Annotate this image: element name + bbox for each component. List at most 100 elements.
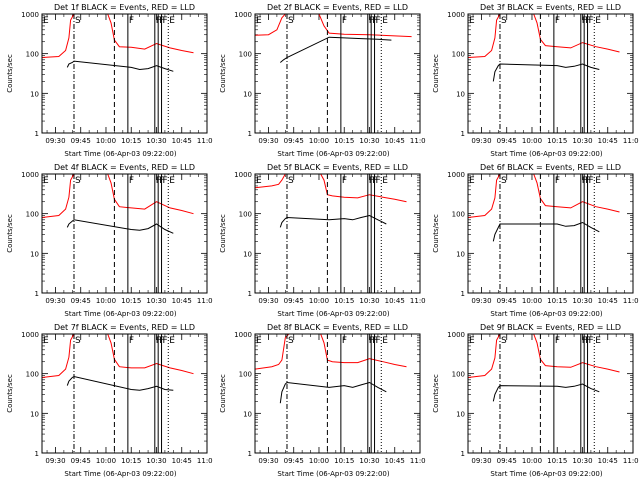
detector-panel: Det 6f BLACK = Events, RED = LLD Counts/s…	[426, 160, 640, 320]
detector-panel: Det 9f BLACK = Events, RED = LLD Counts/s…	[426, 320, 640, 480]
x-tick-label: 09:45	[71, 137, 91, 145]
time-marker-label: F	[342, 336, 347, 346]
y-tick-label: 1000	[234, 171, 252, 179]
time-marker-label: E	[256, 16, 262, 26]
x-tick-label: 10:15	[121, 297, 141, 305]
x-tick-label: 11:00	[410, 457, 426, 465]
time-marker-label: E	[43, 336, 49, 346]
y-tick-label: 10	[30, 250, 39, 258]
x-tick-label: 10:30	[572, 297, 592, 305]
chart-svg: Det 6f BLACK = Events, RED = LLD Counts/s…	[432, 163, 640, 318]
y-axis-label: Counts/sec	[219, 54, 227, 93]
x-tick-label: 10:30	[146, 137, 166, 145]
y-tick-label: 100	[26, 371, 39, 379]
time-marker-label: F	[589, 336, 594, 346]
events-series-line	[492, 383, 600, 402]
lld-series-line	[255, 174, 407, 203]
chart-title: Det 4f BLACK = Events, RED = LLD	[54, 163, 195, 172]
time-marker-label: E	[169, 176, 175, 186]
y-axis-label: Counts/sec	[432, 54, 440, 93]
x-tick-label: 10:30	[146, 297, 166, 305]
x-tick-label: 09:30	[471, 137, 491, 145]
time-marker-label: S	[501, 16, 507, 26]
y-tick-label: 100	[452, 51, 465, 59]
y-axis-label: Counts/sec	[219, 374, 227, 413]
x-tick-label: 09:30	[45, 457, 65, 465]
x-axis-label: Start Time (06-Apr-03 09:22:00)	[490, 150, 602, 158]
x-tick-label: 11:00	[197, 137, 213, 145]
x-tick-label: 10:30	[572, 137, 592, 145]
chart-title: Det 3f BLACK = Events, RED = LLD	[480, 3, 621, 12]
time-marker-label: S	[288, 16, 294, 26]
events-series-line	[66, 219, 174, 234]
x-axis-label: Start Time (06-Apr-03 09:22:00)	[490, 310, 602, 318]
x-tick-label: 09:45	[497, 137, 517, 145]
plot-frame	[254, 333, 421, 454]
x-tick-label: 10:30	[572, 457, 592, 465]
x-tick-label: 09:45	[284, 457, 304, 465]
x-tick-label: 09:45	[497, 457, 517, 465]
x-axis-label: Start Time (06-Apr-03 09:22:00)	[490, 470, 602, 478]
chart-title: Det 8f BLACK = Events, RED = LLD	[267, 323, 408, 332]
y-axis-label: Counts/sec	[6, 374, 14, 413]
chart-title: Det 1f BLACK = Events, RED = LLD	[54, 3, 195, 12]
events-series-line	[66, 60, 174, 72]
x-tick-label: 09:45	[71, 297, 91, 305]
lld-series-line	[42, 334, 194, 378]
time-marker-label: F	[129, 336, 134, 346]
time-marker-label: S	[288, 336, 294, 346]
detector-panel: Det 2f BLACK = Events, RED = LLD Counts/s…	[213, 0, 430, 160]
x-tick-label: 10:00	[309, 137, 329, 145]
y-tick-label: 100	[26, 51, 39, 59]
y-tick-label: 100	[239, 51, 252, 59]
y-tick-label: 1000	[21, 171, 39, 179]
chart-title: Det 9f BLACK = Events, RED = LLD	[480, 323, 621, 332]
x-tick-label: 10:00	[96, 457, 116, 465]
chart-svg: Det 3f BLACK = Events, RED = LLD Counts/s…	[432, 3, 640, 158]
time-marker-label: E	[382, 336, 388, 346]
x-tick-label: 10:15	[547, 137, 567, 145]
x-tick-label: 11:00	[623, 297, 639, 305]
events-series-line	[279, 36, 392, 63]
time-marker-label: E	[169, 16, 175, 26]
x-tick-label: 10:15	[334, 137, 354, 145]
x-tick-label: 10:30	[359, 137, 379, 145]
y-tick-label: 10	[243, 90, 252, 98]
x-axis-label: Start Time (06-Apr-03 09:22:00)	[64, 150, 176, 158]
time-marker-label: F	[555, 16, 560, 26]
time-marker-label: E	[256, 336, 262, 346]
x-axis-label: Start Time (06-Apr-03 09:22:00)	[64, 470, 176, 478]
y-axis-label: Counts/sec	[432, 214, 440, 253]
time-marker-label: E	[469, 176, 475, 186]
time-marker-label: F	[589, 16, 594, 26]
time-marker-label: S	[501, 176, 507, 186]
y-tick-label: 10	[456, 410, 465, 418]
x-tick-label: 10:15	[547, 457, 567, 465]
chart-svg: Det 1f BLACK = Events, RED = LLD Counts/s…	[6, 3, 217, 158]
time-marker-label: S	[75, 176, 81, 186]
detector-panel: Det 1f BLACK = Events, RED = LLD Counts/s…	[0, 0, 217, 160]
x-tick-label: 09:45	[497, 297, 517, 305]
x-tick-label: 10:15	[547, 297, 567, 305]
time-marker-label: F	[376, 16, 381, 26]
x-tick-label: 10:00	[96, 297, 116, 305]
detector-panel: Det 8f BLACK = Events, RED = LLD Counts/s…	[213, 320, 430, 480]
y-tick-label: 100	[452, 371, 465, 379]
y-axis-label: Counts/sec	[6, 54, 14, 93]
x-axis-label: Start Time (06-Apr-03 09:22:00)	[277, 470, 389, 478]
x-tick-label: 10:00	[309, 457, 329, 465]
time-marker-label: F	[163, 336, 168, 346]
x-tick-label: 10:45	[598, 457, 618, 465]
plot-frame	[41, 13, 208, 134]
lld-series-line	[255, 14, 412, 38]
chart-title: Det 6f BLACK = Events, RED = LLD	[480, 163, 621, 172]
y-tick-label: 1	[35, 290, 39, 298]
chart-title: Det 7f BLACK = Events, RED = LLD	[54, 323, 195, 332]
x-tick-label: 10:00	[522, 137, 542, 145]
y-tick-label: 1	[35, 450, 39, 458]
time-marker-label: E	[595, 336, 601, 346]
y-tick-label: 1000	[447, 11, 465, 19]
time-marker-label: F	[163, 16, 168, 26]
x-tick-label: 10:45	[172, 457, 192, 465]
y-tick-label: 10	[243, 250, 252, 258]
